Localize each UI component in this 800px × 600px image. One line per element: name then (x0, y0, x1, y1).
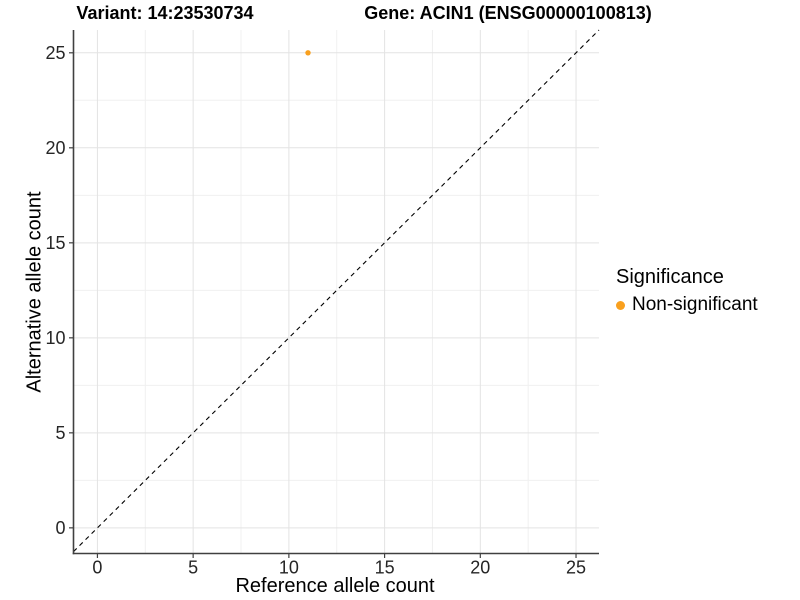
x-tick-label: 15 (375, 558, 395, 578)
legend-title: Significance (616, 266, 724, 288)
x-tick-label: 25 (566, 558, 586, 578)
x-tick-label: 0 (92, 558, 102, 578)
variant-title: Variant: 14:23530734 (76, 3, 254, 23)
y-tick-label: 5 (55, 423, 65, 443)
y-axis-title: Alternative allele count (23, 191, 46, 393)
legend-item-non-significant: Non-significant (616, 294, 758, 316)
x-tick-label: 10 (279, 558, 299, 578)
identity-line (73, 29, 600, 552)
y-tick-label: 20 (45, 138, 65, 158)
legend: Significance Non-significant (616, 266, 758, 316)
data-point (305, 50, 311, 56)
legend-item-label: Non-significant (632, 294, 758, 315)
y-tick-label: 0 (55, 518, 65, 538)
x-axis-title: Reference allele count (235, 575, 435, 597)
x-tick-label: 5 (188, 558, 198, 578)
x-tick-label: 20 (470, 558, 490, 578)
y-tick-label: 15 (45, 233, 65, 253)
y-tick-label: 10 (45, 328, 65, 348)
y-tick-label: 25 (45, 43, 65, 63)
legend-key-dot (616, 300, 625, 310)
gene-title: Gene: ACIN1 (ENSG00000100813) (364, 3, 652, 23)
